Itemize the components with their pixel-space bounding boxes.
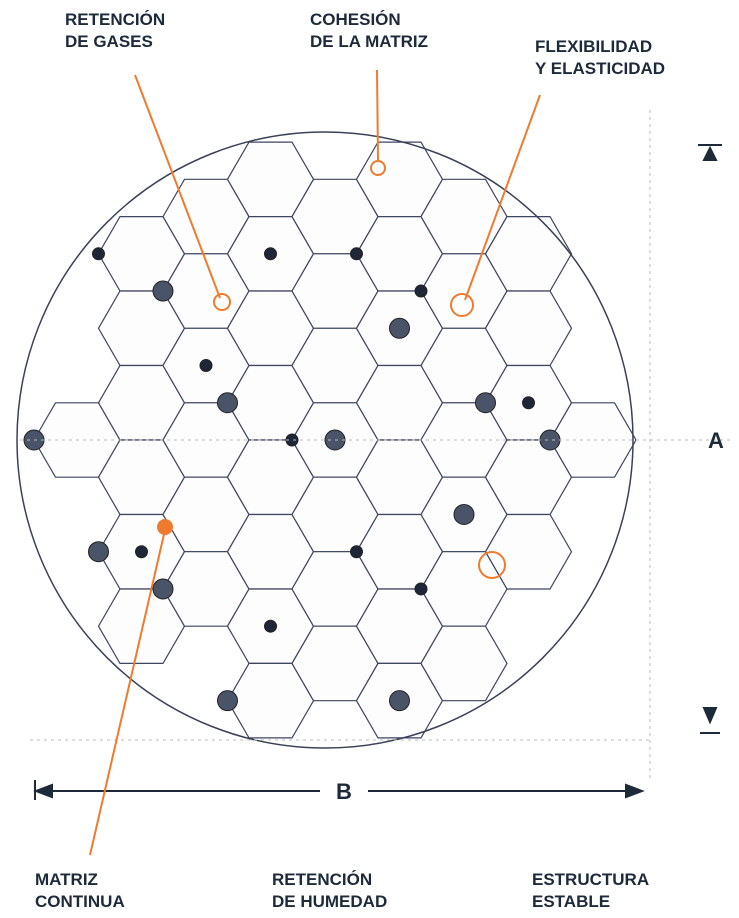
hex-cell bbox=[484, 513, 573, 590]
gas-bubble bbox=[264, 247, 277, 261]
label-text: DE GASES bbox=[65, 32, 153, 51]
dimension-a bbox=[698, 144, 722, 734]
callout-ring bbox=[213, 293, 231, 311]
callout-line bbox=[464, 94, 541, 301]
gas-bubble bbox=[152, 578, 174, 600]
gas-bubble bbox=[539, 429, 561, 451]
label-text: MATRIZ bbox=[35, 870, 98, 889]
label-text: COHESIÓN bbox=[310, 10, 401, 29]
gas-bubble bbox=[522, 396, 535, 410]
gas-bubble bbox=[217, 690, 238, 712]
callouts bbox=[89, 69, 541, 856]
label-text: ESTABLE bbox=[532, 892, 610, 911]
arrow-head bbox=[702, 145, 718, 161]
label-text: ESTRUCTURA bbox=[532, 870, 649, 889]
gas-bubble bbox=[88, 541, 109, 563]
gas-bubble bbox=[453, 503, 475, 525]
gas-bubble bbox=[389, 317, 410, 339]
gas-bubble bbox=[152, 280, 174, 302]
outline-circle bbox=[16, 131, 634, 749]
callout-line bbox=[134, 74, 221, 299]
callout-ring bbox=[370, 160, 386, 176]
gas-bubble bbox=[389, 690, 410, 712]
gas-bubble bbox=[350, 247, 363, 261]
labels: RETENCIÓN DE GASES COHESIÓN DE LA MATRIZ FLE… bbox=[35, 10, 665, 911]
gas-bubble bbox=[475, 392, 496, 414]
label-text: RETENCIÓN bbox=[65, 10, 165, 29]
label-text: RETENCIÓN bbox=[272, 870, 372, 889]
label-text: Y ELASTICIDAD bbox=[535, 59, 665, 78]
gas-bubble bbox=[199, 359, 213, 373]
gas-bubble bbox=[217, 392, 238, 414]
arrow-head bbox=[702, 707, 718, 725]
label-text: DE HUMEDAD bbox=[272, 892, 387, 911]
gas-bubble bbox=[414, 582, 428, 596]
gas-bubble bbox=[92, 247, 105, 261]
label-text: DE LA MATRIZ bbox=[310, 32, 428, 51]
guide-lines bbox=[20, 110, 730, 780]
gas-bubble bbox=[414, 284, 428, 298]
callout-ring bbox=[478, 551, 506, 579]
callout-line bbox=[376, 69, 379, 161]
gas-bubble bbox=[264, 619, 277, 633]
hex-cell bbox=[420, 625, 508, 702]
arrow-head bbox=[33, 783, 53, 799]
callout-line bbox=[89, 529, 166, 856]
dimension-b bbox=[33, 780, 645, 800]
hex-grid bbox=[23, 141, 637, 739]
gas-bubble bbox=[350, 545, 363, 559]
callout-dot bbox=[157, 519, 173, 535]
label-text: FLEXIBILIDAD bbox=[535, 37, 652, 56]
callout-ring bbox=[450, 293, 474, 317]
label-text: CONTINUA bbox=[35, 892, 125, 911]
dimension-label: B bbox=[336, 779, 352, 804]
gas-bubble bbox=[135, 545, 148, 559]
arrow-head bbox=[625, 783, 645, 799]
dimension-label: A bbox=[708, 428, 724, 453]
